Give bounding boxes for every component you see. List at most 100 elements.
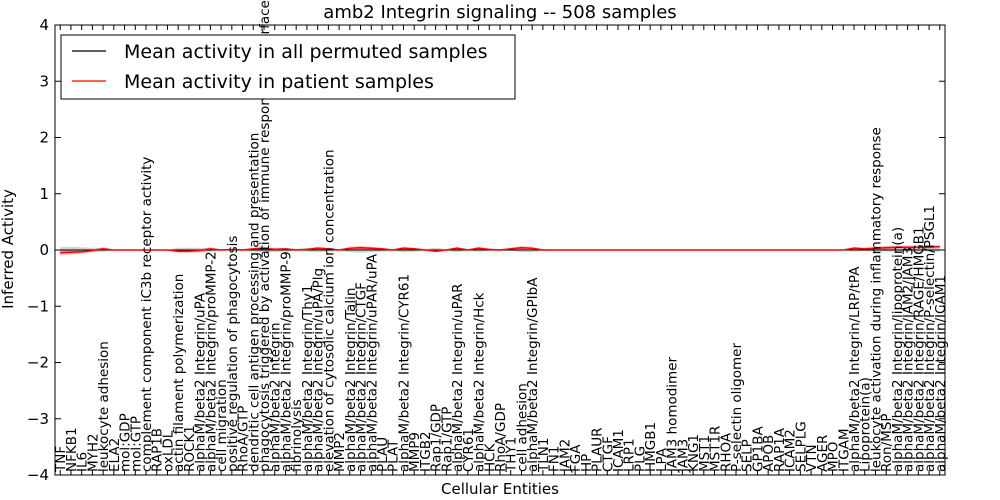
x-tick-label: HMGB1 (643, 422, 659, 472)
x-tick-label: RhoA/GTP (236, 406, 252, 472)
x-tick-label: elevation of cytosolic calcium ion conce… (321, 149, 337, 472)
x-tick-label: RAP1B (150, 428, 166, 472)
x-tick-label: RAP1A (772, 427, 788, 472)
y-axis-label: Inferred Activity (0, 189, 17, 309)
x-tick-label: cell migration (214, 379, 230, 472)
x-tick-label: PLAT (386, 439, 402, 472)
x-tick-label: alphaM/beta2 Integrin/Hck (472, 292, 488, 472)
series-line-patient (60, 245, 940, 254)
x-tick-label: VTN (804, 444, 820, 472)
x-tick-label: ITGB2 (418, 431, 434, 472)
x-tick-label: SELPLG (793, 421, 809, 472)
legend-label-permuted: Mean activity in all permuted samples (124, 41, 487, 63)
x-tick-label: MPO (826, 442, 842, 472)
x-tick-label: phagocytosis triggered by activation of … (257, 0, 273, 472)
x-tick-label: GP1BA (750, 426, 766, 472)
x-tick-label: FN1 (547, 446, 563, 472)
y-tick-label: −1 (27, 297, 49, 315)
x-tick-label: PLAUR (590, 428, 606, 472)
y-tick-label: −3 (27, 410, 49, 428)
x-tick-label: PLAU (375, 437, 391, 472)
x-tick-label: NFKB1 (64, 427, 80, 472)
x-tick-label: actin filament polymerization (171, 274, 187, 472)
x-tick-label: ICAM2 (783, 429, 799, 472)
x-tick-label: HCK (482, 442, 498, 472)
x-tick-label: FGA (568, 444, 584, 472)
x-tick-label: alphaM/beta2 Integrin/RAGE/HMGB1 (911, 226, 927, 472)
x-tick-label: LRP1 (622, 438, 638, 472)
x-tick-label: alphaM/beta2 Integrin/uPA/Plg (311, 268, 327, 472)
x-tick-label: JAM2 (557, 439, 573, 473)
x-tick-label: TNF (53, 446, 69, 473)
x-tick-label: dendritic cell antigen processing and pr… (246, 133, 262, 472)
x-tick-label: leukocyte adhesion (96, 341, 112, 472)
x-tick-label: TLN1 (536, 438, 552, 473)
y-tick-label: 4 (39, 16, 49, 34)
x-tick-label: alphaM/beta2 Integrin/P-selectin/PSGL1 (922, 205, 938, 472)
x-tick-label: Ron/MSP (879, 414, 895, 473)
legend-box (60, 34, 516, 100)
x-tick-label: APOB (761, 435, 777, 472)
x-tick-label: alphaM/beta2 Integrin/GPIbA (525, 277, 541, 472)
x-tick-label: oxLDL (160, 430, 176, 472)
y-tick-label: −2 (27, 354, 49, 372)
x-tick-label: P-selectin oligomer (729, 343, 745, 472)
x-tick-label: leukocyte activation during inflammatory… (868, 127, 884, 472)
y-tick-label: 0 (39, 241, 49, 259)
x-tick-label: alphaM/beta2 Integrin/CTGF (354, 282, 370, 472)
x-tick-label: MST1 (697, 435, 713, 472)
x-tick-label: alphaM/beta2 Integrin (268, 322, 284, 472)
x-tick-label: MST1R (708, 426, 724, 472)
x-tick-label: alphaM/beta2 Integrin/proMMP-2 (203, 251, 219, 472)
x-tick-label: alphaM/beta2 Integrin/uPAR (450, 284, 466, 473)
x-tick-label: alphaM/beta2 Integrin/JAM2/JAM3 (901, 247, 917, 472)
legend: Mean activity in all permuted samples Me… (60, 34, 516, 100)
x-tick-label: CYR61 (461, 428, 477, 472)
x-tick-label: ITGAM (836, 428, 852, 472)
y-tick-label: 1 (39, 185, 49, 203)
x-tick-label: cell adhesion (514, 383, 530, 472)
x-tick-label: RHOA (718, 432, 734, 472)
x-tick-label: alphaM/beta2 Integrin/Thy1 (300, 285, 316, 472)
x-tick-label: positive regulation of phagocytosis (225, 236, 241, 472)
x-tick-label: IL6 (75, 452, 91, 472)
x-tick-label: JAM3 homodimer (665, 356, 681, 473)
x-tick-label: CTGF (600, 436, 616, 472)
y-tick-label: −4 (27, 466, 49, 484)
x-tick-label: LPA (654, 447, 670, 472)
x-axis-label: Cellular Entities (441, 480, 559, 498)
x-tick-label: MMP2 (332, 432, 348, 472)
y-tick-label: 2 (39, 129, 49, 147)
x-tick-label: RhoA/GDP (493, 403, 509, 472)
x-tick-label: alphaM/beta2 Integrin/proMMP-9 (278, 251, 294, 472)
chart-title: amb2 Integrin signaling -- 508 samples (323, 2, 676, 23)
x-tick-label: THY1 (504, 437, 520, 473)
x-tick-label: Rap1/GDP (429, 404, 445, 472)
x-tick-label: alphaM/beta2 Integrin/LRP/tPA (847, 266, 863, 472)
x-tick-label: alphaM/beta2 Integrin/Talin (343, 288, 359, 472)
x-tick-label: Lipoprotein(a) (858, 377, 874, 472)
legend-label-patient: Mean activity in patient samples (124, 71, 434, 93)
x-tick-label: JAM3 (675, 439, 691, 473)
x-tick-label: MMP9 (407, 432, 423, 472)
x-tick-label: Rap1/GTP (439, 407, 455, 472)
x-tick-label: fibrinolysis (289, 399, 305, 472)
x-tick-label: AGER (815, 435, 831, 472)
y-axis: −4 −3 −2 −1 0 1 2 3 4 (27, 16, 945, 484)
x-tick-label: KNG1 (686, 434, 702, 472)
x-tick-label: ELA2 (107, 438, 123, 472)
x-tick-label: alphaM/beta2 Integrin/lipoprotein(a) (890, 227, 906, 472)
x-tick-label: mol:GDP (118, 413, 134, 472)
x-tick-label: ROCK1 (182, 425, 198, 472)
x-ticks (59, 25, 941, 475)
x-tick-label: alphaM/beta2 Integrin/CYR61 (396, 274, 412, 472)
x-tick-label: alphaM/beta2 Integrin/uPAR/uPA (364, 253, 380, 472)
x-tick-label: MYH2 (85, 433, 101, 472)
x-tick-label: alphaM/beta2 Integrin/uPA (193, 292, 209, 472)
x-tick-label: mol:GTP (128, 416, 144, 472)
series-lines (60, 245, 940, 254)
x-tick-label: complement component iC3b receptor activ… (139, 157, 155, 472)
y-tick-label: 3 (39, 72, 49, 90)
